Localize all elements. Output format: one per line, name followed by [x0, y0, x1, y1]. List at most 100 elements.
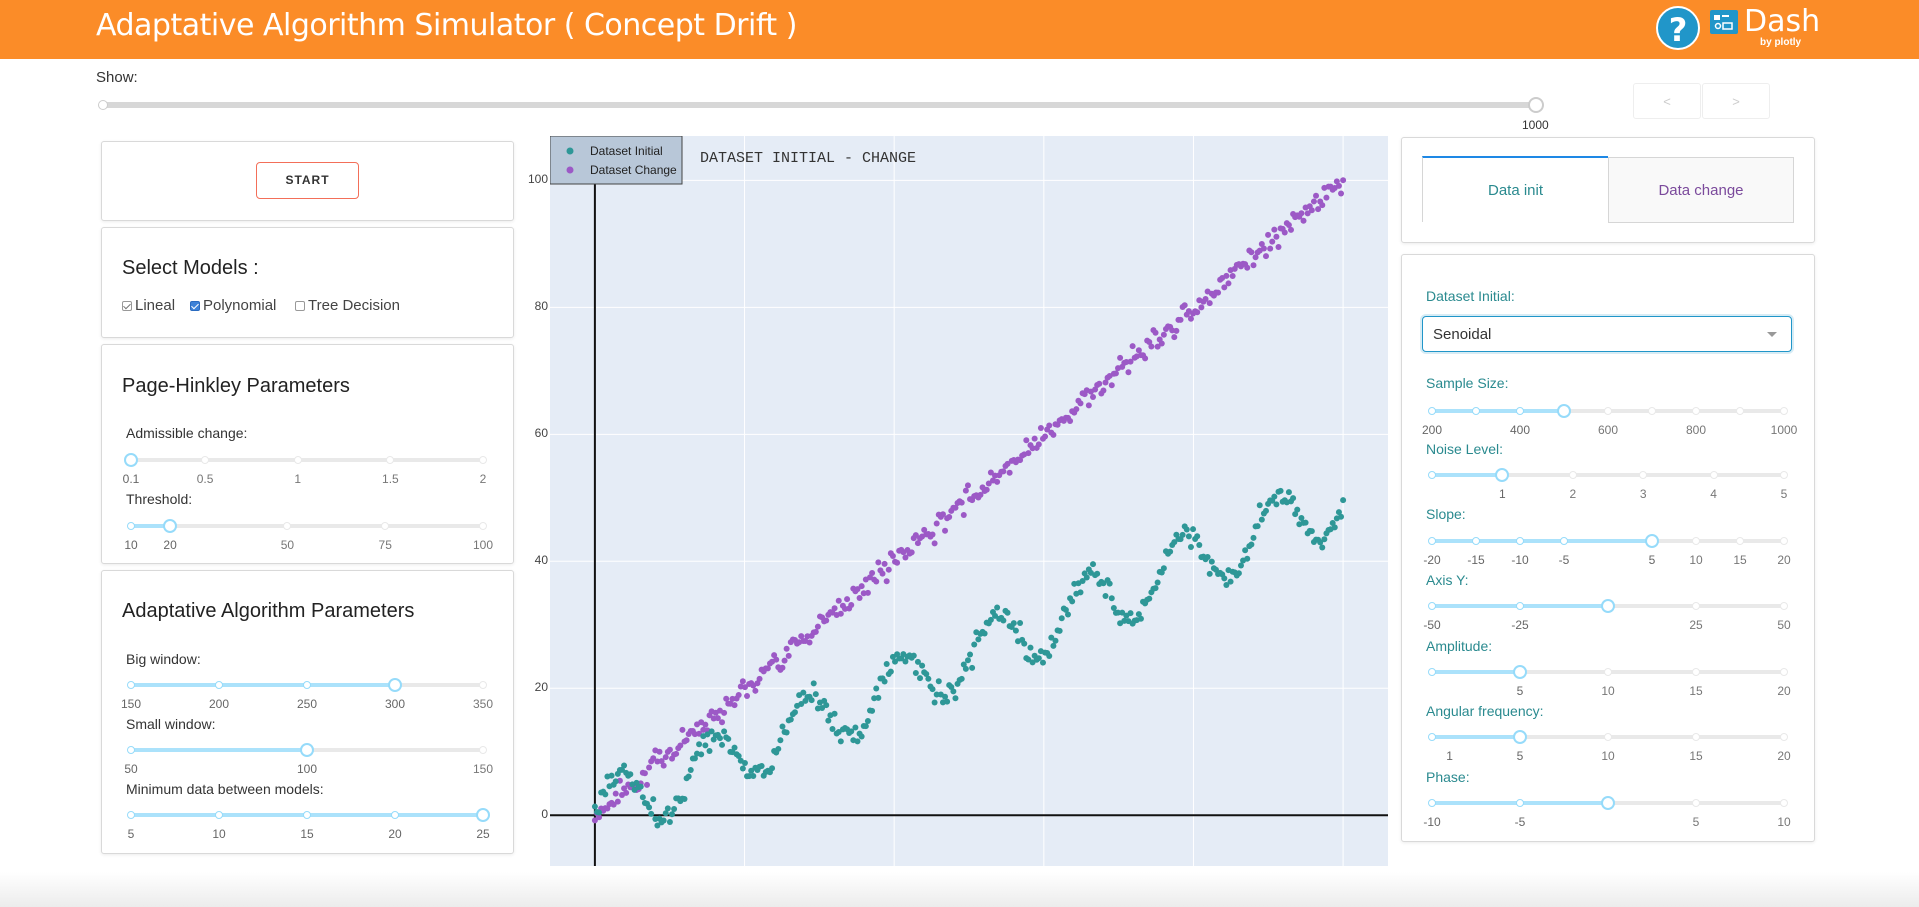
data-point-dataset-initial: [731, 744, 738, 751]
data-point-dataset-change: [1187, 315, 1194, 322]
data-point-dataset-initial: [702, 742, 709, 749]
data-point-dataset-change: [1129, 343, 1136, 350]
data-point-dataset-change: [1077, 400, 1084, 407]
small-window-slider[interactable]: 50 100 150: [124, 743, 493, 777]
models-title: Select Models :: [122, 257, 259, 279]
dataset-select[interactable]: Senoidal: [1422, 316, 1792, 352]
data-point-dataset-initial: [1021, 640, 1028, 647]
legend-entry[interactable]: Dataset Change: [590, 163, 677, 177]
amplitude-handle[interactable]: [1513, 665, 1527, 679]
slope-step-dot: [1428, 537, 1436, 545]
admissible-handle[interactable]: [124, 453, 138, 467]
data-point-dataset-initial: [591, 803, 598, 810]
data-point-dataset-initial: [654, 822, 661, 829]
data-point-dataset-initial: [1317, 539, 1324, 546]
show-slider-handle[interactable]: [1528, 97, 1544, 113]
noise-handle[interactable]: [1495, 468, 1510, 482]
phase-handle[interactable]: [1601, 796, 1615, 810]
data-point-dataset-initial: [648, 810, 655, 817]
tab-data-init[interactable]: Data init: [1422, 156, 1608, 222]
legend-marker: [566, 166, 574, 174]
noise-step-dot: [1780, 471, 1788, 479]
data-point-dataset-change: [1127, 358, 1134, 365]
sample-size-handle[interactable]: [1557, 404, 1571, 418]
scatter-chart-svg: Dataset Initial Dataset Change DATASET IN…: [549, 135, 1388, 866]
admissible-change-slider[interactable]: 0.1 0.5 1 1.5 2: [123, 453, 487, 487]
model-checkbox-polynomial[interactable]: Polynomial: [190, 297, 276, 314]
data-point-dataset-initial: [912, 670, 919, 677]
prev-button[interactable]: <: [1633, 83, 1701, 119]
data-point-dataset-change: [1215, 289, 1222, 296]
admissible-track[interactable]: [131, 458, 483, 462]
start-button[interactable]: START: [256, 162, 359, 199]
data-point-dataset-change: [1194, 309, 1201, 316]
small-window-handle[interactable]: [300, 743, 314, 757]
adaptive-params-title: Adaptative Algorithm Parameters: [122, 600, 415, 622]
data-point-dataset-initial: [933, 691, 940, 698]
y-tick-label: 80: [534, 299, 548, 314]
question-mark-icon[interactable]: ?: [1656, 6, 1700, 50]
data-point-dataset-initial: [1298, 515, 1305, 522]
checkbox-polynomial[interactable]: [190, 300, 200, 311]
data-point-dataset-change: [1000, 468, 1007, 475]
data-point-dataset-initial: [1119, 609, 1126, 616]
data-point-dataset-initial: [964, 657, 971, 664]
slope-handle[interactable]: [1645, 534, 1659, 548]
admissible-mark-label: 1.5: [382, 472, 399, 486]
model-checkbox-tree-decision[interactable]: Tree Decision: [295, 297, 400, 314]
big-window-slider[interactable]: 150 200 250 300 350: [121, 678, 493, 712]
data-point-dataset-change: [779, 664, 786, 671]
checkbox-lineal[interactable]: [122, 300, 132, 311]
data-point-dataset-initial: [1196, 542, 1203, 549]
slope-slider[interactable]: -20 -15 -10 -5 5 10 15 20: [1423, 534, 1791, 568]
admissible-step-dot: [293, 456, 302, 464]
threshold-track[interactable]: [131, 524, 483, 528]
noise-track[interactable]: [1432, 473, 1784, 477]
data-point-dataset-initial: [741, 759, 748, 766]
data-point-dataset-change: [960, 512, 967, 519]
data-point-dataset-initial: [1273, 501, 1280, 508]
data-point-dataset-change: [1223, 272, 1230, 279]
threshold-handle[interactable]: [163, 519, 178, 533]
tab-data-change[interactable]: Data change: [1608, 157, 1794, 223]
chevron-down-icon[interactable]: [1767, 332, 1777, 337]
noise-mark-label: 2: [1569, 487, 1577, 501]
data-point-dataset-change: [1112, 370, 1119, 377]
big-window-mark-label: 300: [384, 697, 406, 711]
model-checkbox-lineal[interactable]: Lineal: [122, 297, 175, 314]
angular-handle[interactable]: [1513, 730, 1527, 744]
data-point-dataset-change: [596, 814, 603, 821]
checkbox-tree-decision[interactable]: [295, 300, 305, 311]
data-point-dataset-change: [823, 617, 830, 624]
legend-entry[interactable]: Dataset Initial: [590, 144, 663, 158]
data-point-dataset-initial: [869, 707, 876, 714]
small-window-mark-label: 50: [124, 762, 138, 776]
data-point-dataset-change: [1100, 387, 1107, 394]
data-point-dataset-change: [1225, 280, 1232, 287]
sample-size-slider[interactable]: 200 400 600 800 1000: [1422, 404, 1797, 438]
big-window-handle[interactable]: [388, 678, 402, 692]
axis-y-slider[interactable]: -50 -25 25 50: [1423, 599, 1791, 633]
noise-level-slider[interactable]: 1 2 3 4 5: [1428, 468, 1788, 502]
amplitude-step-dot: [1780, 668, 1788, 676]
data-point-dataset-change: [962, 487, 969, 494]
angular-frequency-slider[interactable]: 1 5 10 15 20: [1428, 730, 1791, 764]
data-point-dataset-initial: [862, 723, 869, 730]
phase-slider[interactable]: -10 -5 5 10: [1423, 796, 1791, 830]
small-window-step-dot: [127, 746, 135, 754]
data-point-dataset-initial: [758, 762, 765, 769]
data-point-dataset-change: [679, 726, 686, 733]
data-point-dataset-change: [1173, 327, 1180, 334]
next-button[interactable]: >: [1702, 83, 1770, 119]
data-point-dataset-change: [1117, 354, 1124, 361]
axis-y-handle[interactable]: [1601, 599, 1615, 613]
min-data-handle[interactable]: [476, 808, 490, 822]
data-point-dataset-initial: [1048, 634, 1055, 641]
threshold-slider[interactable]: 10 20 50 75 100: [124, 519, 493, 553]
angular-mark-label: 15: [1689, 749, 1703, 763]
amplitude-slider[interactable]: 5 10 15 20: [1428, 665, 1791, 699]
data-point-dataset-change: [977, 491, 984, 498]
data-point-dataset-change: [864, 589, 871, 596]
slope-mark-label: 15: [1733, 553, 1747, 567]
min-data-slider[interactable]: 5 10 15 20 25: [127, 808, 490, 842]
